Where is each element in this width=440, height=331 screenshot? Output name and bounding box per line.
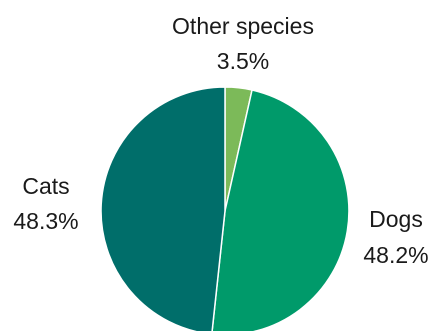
pie-slice-cats bbox=[100, 86, 226, 331]
slice-value-cats: 48.3% bbox=[13, 208, 78, 234]
slice-label-other-species: Other species bbox=[172, 13, 314, 39]
slice-label-dogs: Dogs bbox=[369, 206, 423, 232]
pie-slice-dogs bbox=[211, 89, 350, 331]
slice-value-dogs: 48.2% bbox=[363, 242, 428, 268]
slice-value-other-species: 3.5% bbox=[217, 48, 269, 74]
pie-slices bbox=[100, 86, 350, 331]
slice-label-cats: Cats bbox=[22, 173, 69, 199]
